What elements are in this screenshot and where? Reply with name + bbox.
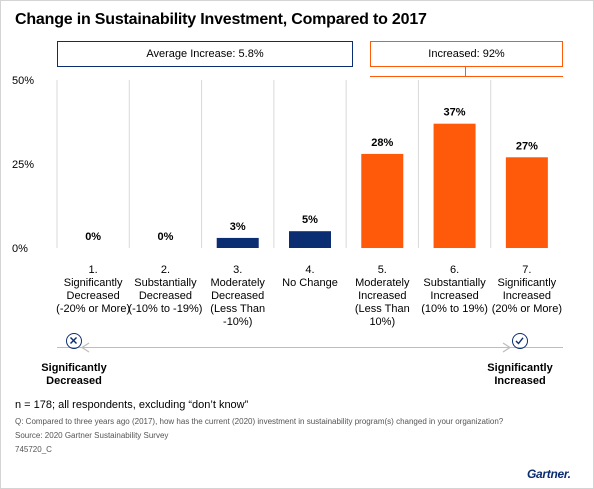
increased-bracket-stem: [465, 67, 466, 76]
gartner-logo: Gartner.: [527, 467, 571, 481]
double-arrow-icon: [80, 342, 90, 353]
bar: [216, 237, 259, 248]
chart-title: Change in Sustainability Investment, Com…: [15, 11, 427, 28]
circle-check-icon: [512, 333, 528, 349]
significantly-increased-label: Significantly Increased: [487, 362, 553, 387]
average-increase-box: Average Increase: 5.8%: [57, 41, 353, 67]
bar: [433, 123, 476, 248]
y-tick-label: 25%: [12, 159, 34, 171]
bar: [505, 157, 548, 248]
source-note: Source: 2020 Gartner Sustainability Surv…: [15, 431, 169, 440]
bar-value-label: 0%: [157, 231, 173, 243]
y-tick-label: 50%: [12, 75, 34, 87]
circle-x-icon: [66, 333, 82, 349]
y-tick-label: 0%: [12, 243, 28, 255]
bar-value-label: 27%: [516, 140, 538, 152]
bar-value-label: 0%: [85, 231, 101, 243]
bar-value-label: 3%: [230, 221, 246, 233]
category-label: 3. Moderately Decreased (Less Than -10%): [210, 264, 266, 328]
sample-note: n = 178; all respondents, excluding “don…: [15, 399, 249, 411]
increased-total-box: Increased: 92%: [370, 41, 563, 67]
category-label: 7. Significantly Increased (20% or More): [491, 264, 562, 315]
bar-value-label: 37%: [444, 107, 466, 119]
significantly-decreased-label: Significantly Decreased: [41, 362, 107, 387]
document-code: 745720_C: [15, 445, 52, 454]
category-label: 1. Significantly Decreased (-20% or More…: [56, 264, 131, 315]
arrow-right-icon: [502, 342, 512, 353]
bar: [361, 153, 404, 248]
bar-value-label: 5%: [302, 214, 318, 226]
bar-value-label: 28%: [371, 137, 393, 149]
category-label: 4. No Change: [282, 264, 338, 289]
bar-chart: 0% 25% 50% 0% 0% 3% 5% 28% 37% 27%: [12, 75, 548, 255]
category-label: 5. Moderately Increased (Less Than 10%): [354, 264, 410, 328]
bar: [289, 231, 331, 248]
category-label: 6. Substantially Increased (10% to 19%): [421, 264, 488, 315]
survey-question: Q: Compared to three years ago (2017), h…: [15, 417, 504, 426]
scale-arrow-line: [57, 347, 563, 348]
increased-bracket-line: [370, 76, 563, 77]
category-label: 2. Substantially Decreased (-10% to -19%…: [128, 264, 203, 315]
